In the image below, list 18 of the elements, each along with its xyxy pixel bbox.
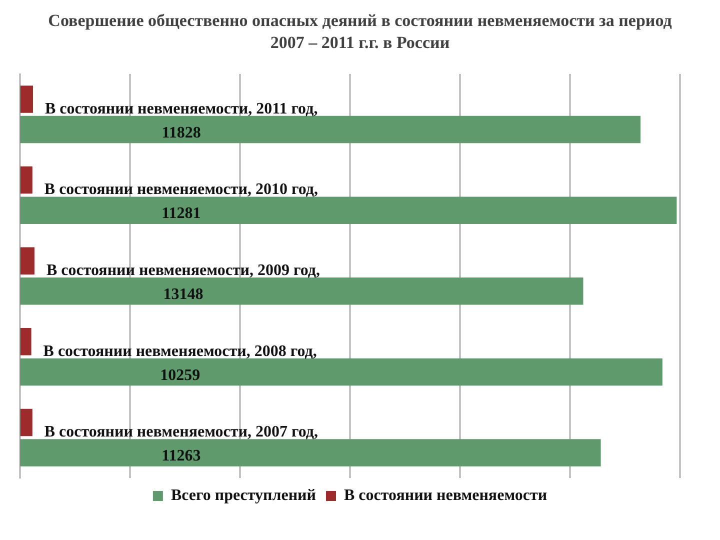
legend-label: Всего преступлений xyxy=(170,487,316,504)
data-label: В состоянии невменяемости, 2011 год, 11828 xyxy=(45,100,318,142)
data-label: В состоянии невменяемости, 2008 год, 10259 xyxy=(43,342,317,384)
bar xyxy=(20,439,601,466)
bar xyxy=(20,328,32,356)
data-label: В состоянии невменяемости, 2010 год, 11281 xyxy=(44,181,318,222)
bar xyxy=(20,196,677,224)
bar xyxy=(20,247,34,274)
bar xyxy=(20,278,584,305)
legend-label: В состоянии невменяемости xyxy=(344,487,548,504)
data-label: В состоянии невменяемости, 2007 год, 11263 xyxy=(44,424,318,465)
chart-title: Совершение общественно опасных деяний в состоянии невменяемости за период 2007 – 2011 г.г. в России xyxy=(47,10,673,54)
bar xyxy=(20,408,32,436)
bar xyxy=(20,116,641,144)
bar xyxy=(20,358,662,386)
data-label: В состоянии невменяемости, 2009 год, 13148 xyxy=(46,262,320,303)
bar xyxy=(20,166,32,194)
bar xyxy=(20,86,34,113)
